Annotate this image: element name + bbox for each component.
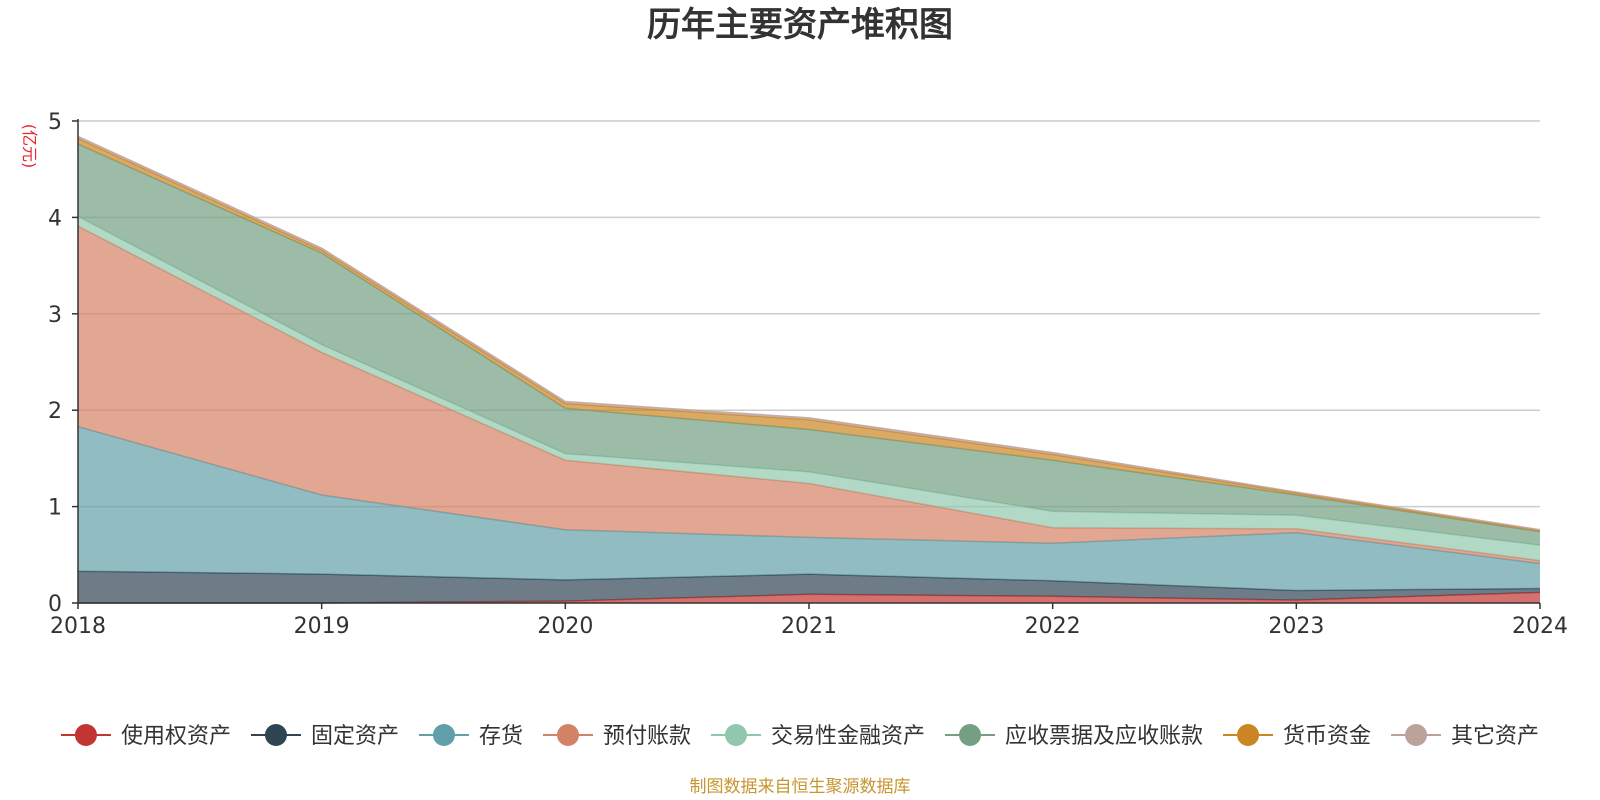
legend-marker-icon — [959, 724, 982, 746]
area-series — [78, 426, 1540, 591]
chart-title: 历年主要资产堆积图 — [647, 5, 953, 45]
legend-marker-icon — [556, 724, 579, 746]
legend-label: 其它资产 — [1451, 724, 1539, 749]
y-axis-label: (亿元) — [20, 124, 39, 169]
x-tick-label: 2021 — [781, 614, 837, 639]
area-series — [78, 226, 1540, 564]
y-tick-label: 5 — [48, 110, 62, 135]
legend-marker-icon — [432, 724, 455, 746]
legend-marker-icon — [1405, 724, 1428, 746]
area-series — [78, 571, 1540, 603]
x-tick-label: 2018 — [50, 614, 106, 639]
legend-label: 货币资金 — [1283, 724, 1371, 749]
series-line — [77, 135, 1541, 531]
legend-item[interactable]: 固定资产 — [250, 724, 399, 749]
legend-label: 交易性金融资产 — [771, 724, 925, 749]
legend-label: 应收票据及应收账款 — [1005, 724, 1203, 749]
area-series-group — [77, 135, 1541, 604]
y-tick-label: 2 — [48, 399, 62, 424]
legend-item[interactable]: 使用权资产 — [60, 724, 231, 749]
x-tick-label: 2020 — [537, 614, 593, 639]
x-tick-label: 2022 — [1025, 614, 1081, 639]
legend-label: 预付账款 — [603, 724, 691, 749]
legend-label: 固定资产 — [311, 724, 399, 749]
y-tick-label: 0 — [48, 592, 62, 617]
area-series — [78, 592, 1540, 603]
x-tick-label: 2019 — [294, 614, 350, 639]
source-note: 制图数据来自恒生聚源数据库 — [690, 777, 911, 797]
legend-marker-icon — [725, 724, 747, 746]
x-tick-label: 2024 — [1512, 614, 1568, 639]
legend-label: 存货 — [479, 724, 523, 749]
legend-item[interactable]: 货币资金 — [1223, 724, 1371, 749]
legend: 使用权资产 固定资产 存货 预付账款 交易性金融资产 应收票据及应收账款 货币资金 其它资产 — [60, 724, 1539, 749]
legend-label: 使用权资产 — [121, 724, 231, 749]
series-group — [77, 135, 1541, 531]
legend-item[interactable]: 存货 — [418, 724, 523, 749]
area-series — [78, 144, 1540, 546]
legend-item[interactable]: 应收票据及应收账款 — [945, 724, 1203, 749]
y-tick-label: 4 — [48, 206, 62, 231]
legend-item[interactable]: 其它资产 — [1391, 724, 1539, 749]
legend-marker-icon — [74, 724, 97, 746]
y-tick-label: 1 — [48, 496, 62, 521]
legend-item[interactable]: 交易性金融资产 — [711, 724, 925, 749]
legend-marker-icon — [1237, 724, 1260, 746]
axes: 0 1 2 3 4 5 2018 2019 2020 2021 2022 2023 2024 — [48, 110, 1568, 639]
legend-item[interactable]: 预付账款 — [542, 724, 691, 749]
x-tick-label: 2023 — [1268, 614, 1324, 639]
legend-marker-icon — [264, 724, 287, 746]
y-tick-label: 3 — [48, 303, 62, 328]
